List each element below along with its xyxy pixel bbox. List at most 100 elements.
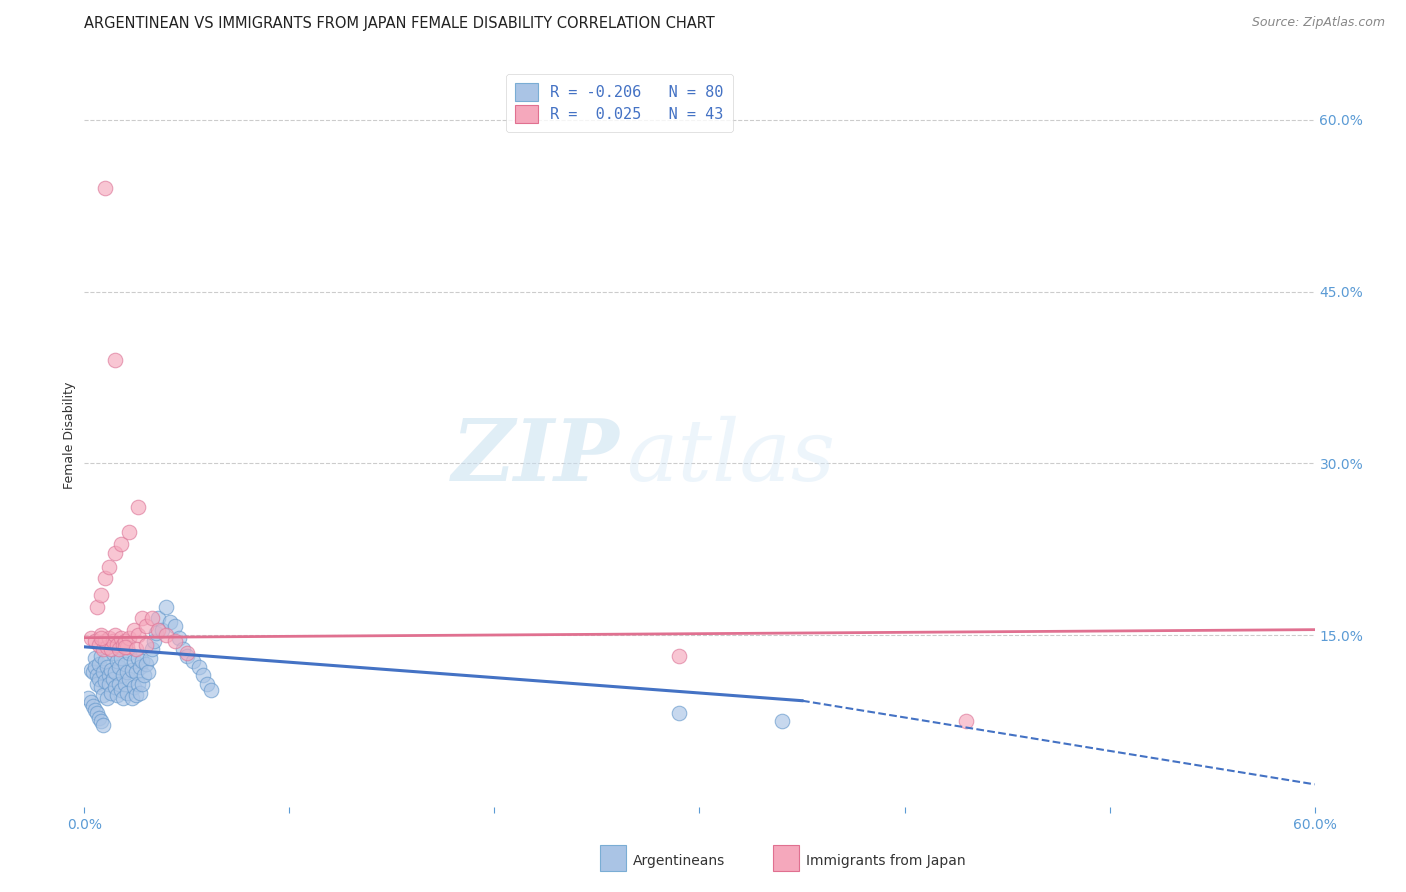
Point bbox=[139, 651, 162, 665]
Point bbox=[117, 665, 139, 679]
Point bbox=[108, 642, 131, 657]
Point bbox=[86, 599, 108, 614]
Point bbox=[114, 640, 136, 654]
Point bbox=[90, 588, 112, 602]
Point bbox=[668, 648, 690, 663]
Point bbox=[668, 706, 690, 721]
Point bbox=[124, 665, 146, 679]
Point bbox=[159, 615, 181, 629]
Legend: R = -0.206   N = 80, R =  0.025   N = 43: R = -0.206 N = 80, R = 0.025 N = 43 bbox=[506, 74, 733, 132]
Point bbox=[114, 676, 136, 690]
Point bbox=[91, 665, 114, 679]
Text: Source: ZipAtlas.com: Source: ZipAtlas.com bbox=[1251, 15, 1385, 29]
Point bbox=[112, 638, 135, 652]
Point bbox=[98, 631, 121, 645]
Point bbox=[77, 691, 100, 706]
Point bbox=[105, 688, 128, 702]
Point bbox=[118, 525, 141, 540]
Point bbox=[143, 634, 166, 648]
Text: Argentineans: Argentineans bbox=[633, 854, 725, 868]
Point bbox=[136, 665, 159, 679]
Point bbox=[98, 559, 121, 574]
Point bbox=[131, 611, 153, 625]
Point bbox=[181, 654, 204, 668]
Point bbox=[94, 674, 117, 689]
Point bbox=[172, 642, 194, 657]
Point bbox=[87, 638, 110, 652]
Point bbox=[83, 651, 105, 665]
Text: ARGENTINEAN VS IMMIGRANTS FROM JAPAN FEMALE DISABILITY CORRELATION CHART: ARGENTINEAN VS IMMIGRANTS FROM JAPAN FEM… bbox=[84, 16, 716, 31]
Point bbox=[135, 638, 157, 652]
Point bbox=[128, 660, 150, 674]
Point bbox=[79, 663, 101, 677]
Point bbox=[110, 651, 132, 665]
Point bbox=[141, 611, 163, 625]
Point bbox=[131, 654, 153, 668]
Point bbox=[118, 631, 141, 645]
Point bbox=[86, 676, 108, 690]
Point bbox=[135, 619, 157, 633]
Point bbox=[91, 718, 114, 732]
Point bbox=[104, 665, 127, 679]
Point bbox=[101, 634, 124, 648]
Point bbox=[118, 672, 141, 686]
Point bbox=[94, 181, 117, 195]
Point bbox=[155, 599, 177, 614]
Point bbox=[148, 611, 170, 625]
Point bbox=[100, 663, 122, 677]
Point bbox=[117, 640, 139, 654]
Point bbox=[122, 654, 145, 668]
Y-axis label: Female Disability: Female Disability bbox=[63, 381, 76, 489]
Point bbox=[90, 628, 112, 642]
Point bbox=[104, 628, 127, 642]
Point bbox=[90, 648, 112, 663]
Point bbox=[83, 703, 105, 717]
Point bbox=[101, 672, 124, 686]
Point bbox=[127, 500, 149, 514]
Point bbox=[98, 676, 121, 690]
Point bbox=[90, 714, 112, 729]
Point bbox=[98, 668, 121, 682]
Text: ZIP: ZIP bbox=[451, 416, 620, 499]
Point bbox=[118, 646, 141, 660]
Point bbox=[131, 676, 153, 690]
Point bbox=[167, 631, 190, 645]
Point bbox=[96, 660, 118, 674]
Point bbox=[94, 654, 117, 668]
Point bbox=[86, 706, 108, 721]
Text: atlas: atlas bbox=[626, 416, 835, 499]
Point bbox=[83, 634, 105, 648]
Point bbox=[105, 654, 128, 668]
Point bbox=[79, 631, 101, 645]
Point bbox=[83, 660, 105, 674]
Point bbox=[108, 660, 131, 674]
Point bbox=[127, 651, 149, 665]
Point bbox=[86, 668, 108, 682]
Point bbox=[100, 642, 122, 657]
Point bbox=[124, 688, 146, 702]
Point bbox=[104, 546, 127, 560]
Point bbox=[122, 680, 145, 694]
Point bbox=[176, 646, 198, 660]
Point bbox=[163, 619, 186, 633]
Point bbox=[148, 623, 170, 637]
Point bbox=[94, 571, 117, 585]
Point bbox=[117, 686, 139, 700]
Point bbox=[110, 683, 132, 698]
Point bbox=[94, 634, 117, 648]
Point bbox=[122, 623, 145, 637]
Point bbox=[112, 668, 135, 682]
Point bbox=[87, 711, 110, 725]
Point bbox=[91, 642, 114, 657]
Point bbox=[87, 672, 110, 686]
Point bbox=[90, 631, 112, 645]
Point bbox=[135, 657, 157, 671]
Point bbox=[155, 628, 177, 642]
Point bbox=[101, 646, 124, 660]
Point bbox=[121, 691, 143, 706]
Point bbox=[91, 688, 114, 702]
Point bbox=[121, 663, 143, 677]
Point bbox=[197, 676, 219, 690]
Point bbox=[145, 626, 167, 640]
Point bbox=[955, 714, 977, 729]
